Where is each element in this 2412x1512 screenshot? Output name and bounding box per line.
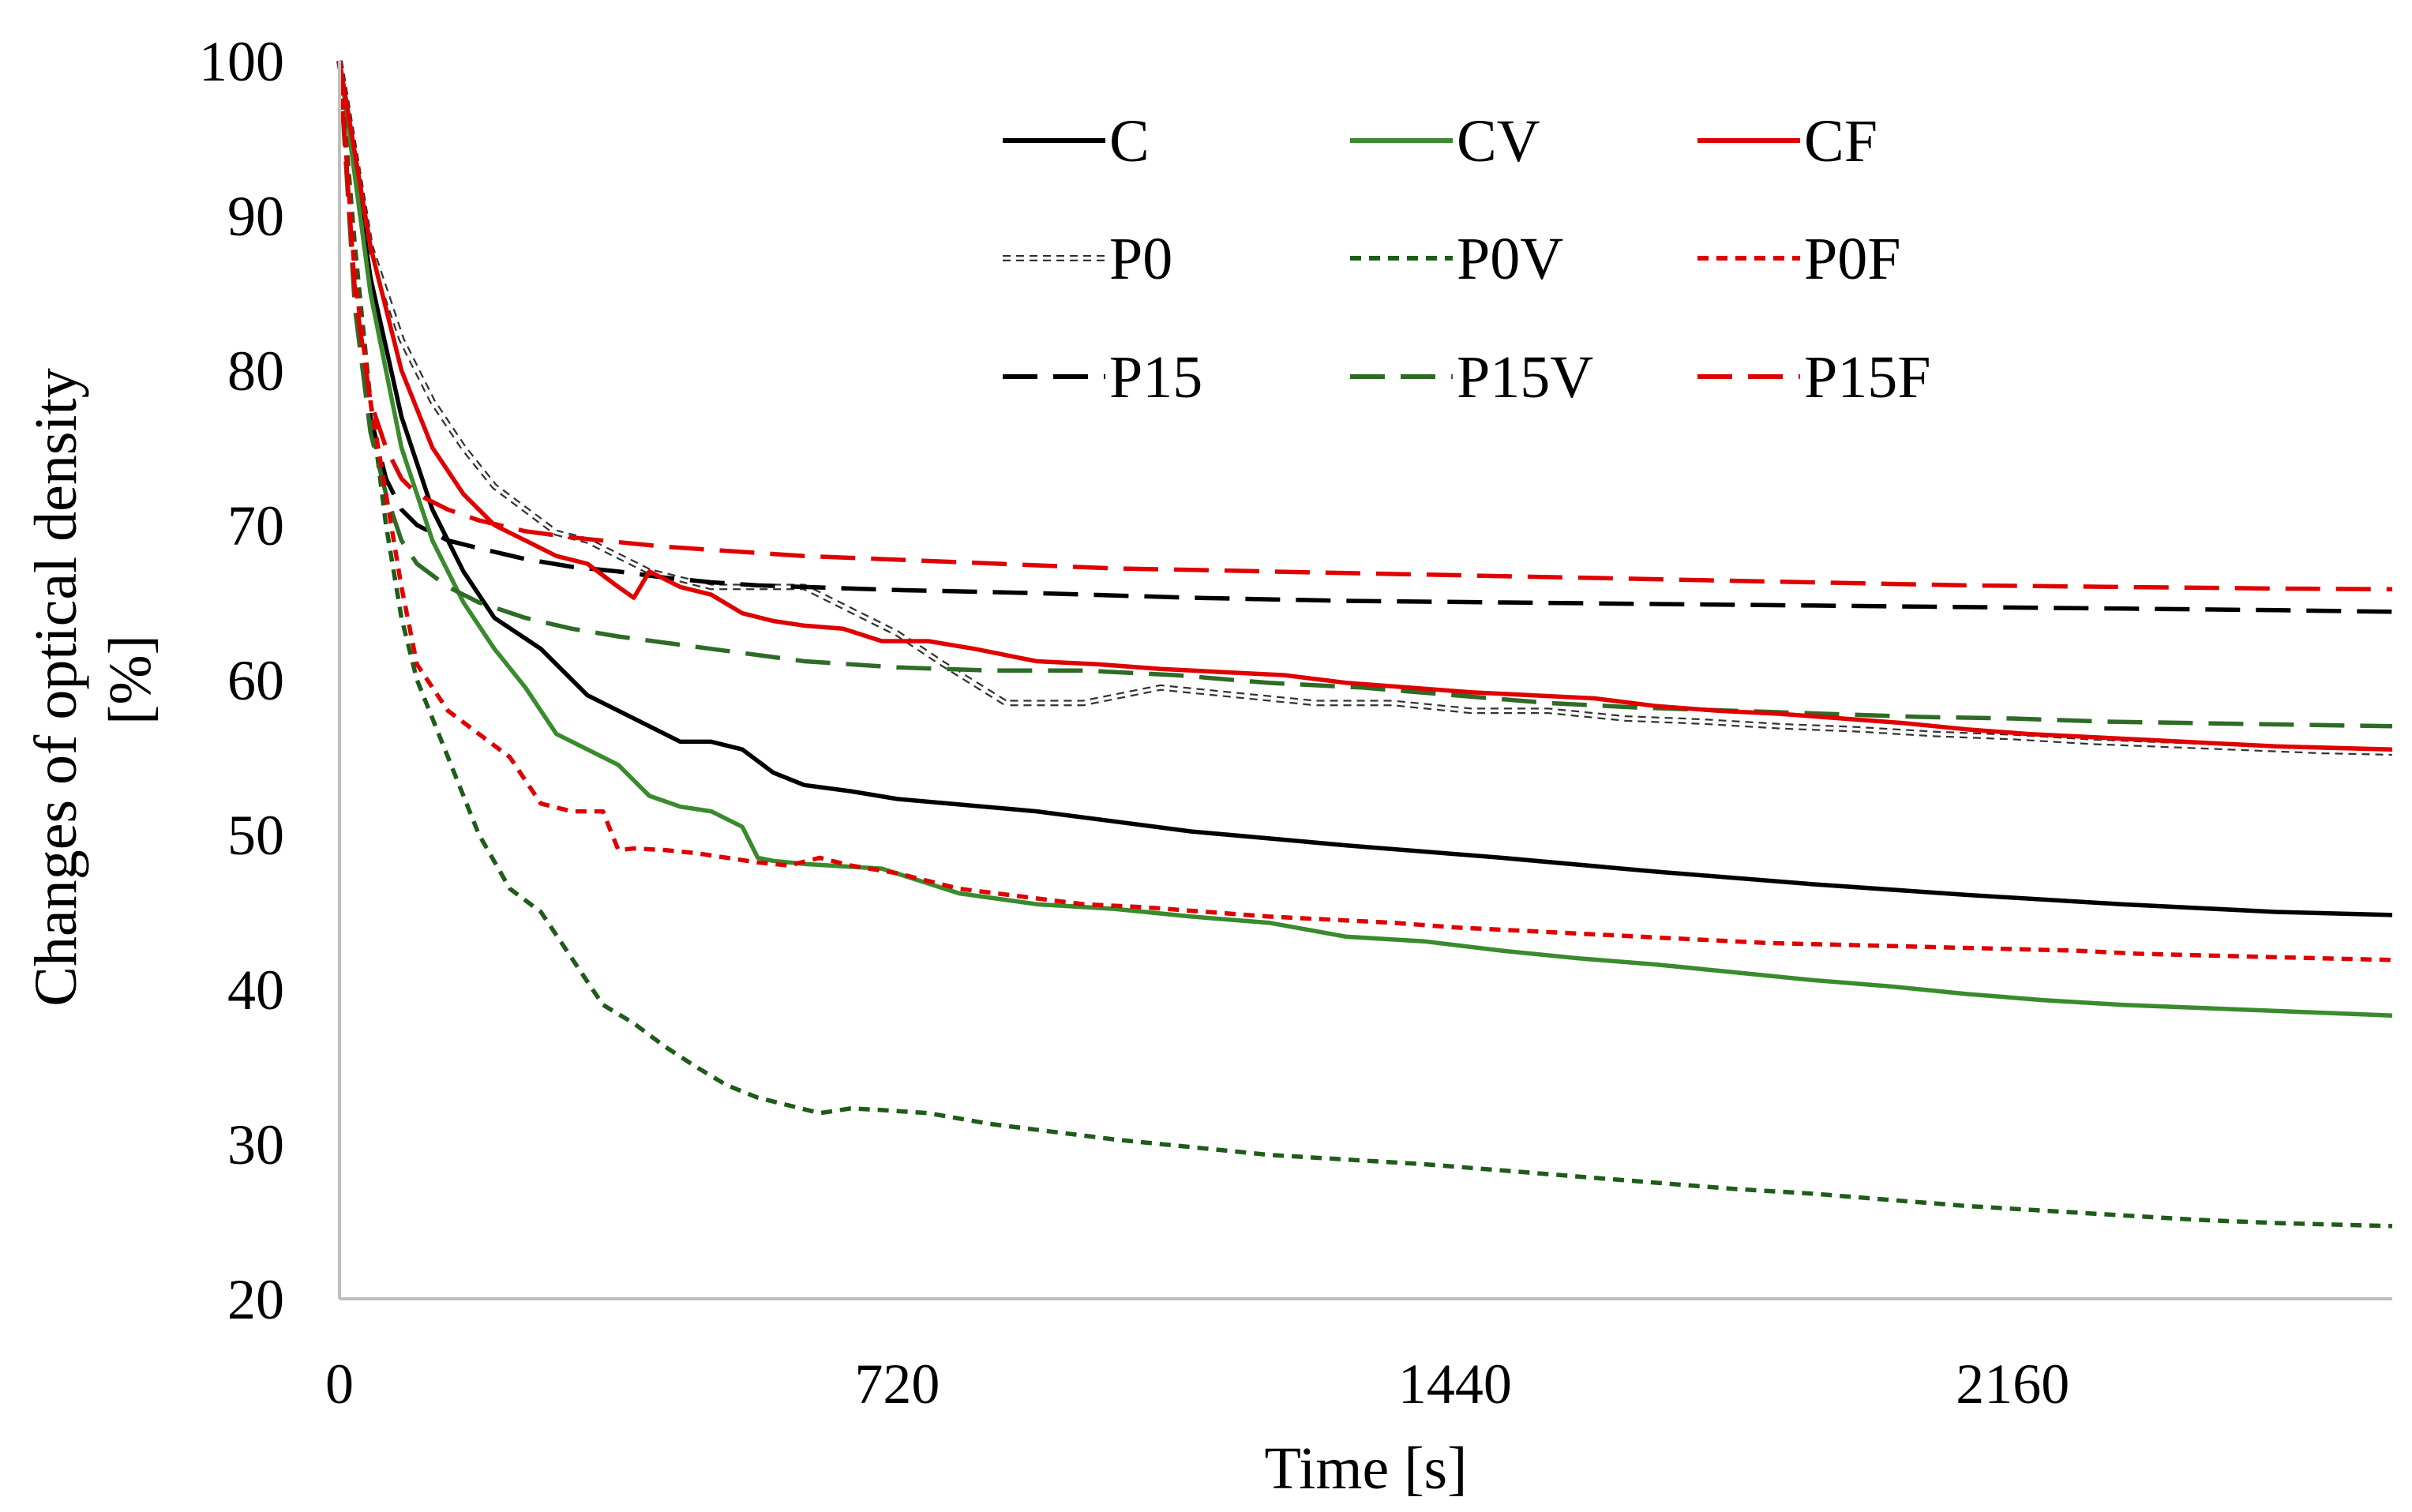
x-axis-title: Time [s] [1265,1435,1468,1502]
y-tick-labels: 20 30 40 50 60 70 80 90 100 [199,30,284,1331]
series-line-p0f [337,60,2393,962]
y-tick-label: 40 [227,959,284,1022]
series-line-c [337,60,2393,917]
legend-item-p0: P0 [1003,226,1172,292]
y-axis-title-line-2: [%] [97,635,163,725]
x-tick-label: 2160 [1956,1353,2069,1416]
legend-item-p0v: P0V [1350,226,1563,292]
legend-label-p0: P0 [1109,226,1172,292]
series-line-p0 [336,60,2393,756]
series-line-cf [337,60,2393,752]
y-axis-title: Changes of optical density [%] [23,353,163,1006]
legend-item-p0f: P0F [1697,226,1901,292]
legend: C P0 P15 CV P0V P15V CF P0F P15F [1003,108,1931,411]
y-axis-title-line-1: Changes of optical density [23,368,89,1006]
series-line-p15 [337,60,2393,614]
x-tick-labels: 0 720 1440 2160 [325,1353,2069,1416]
legend-label-p0v: P0V [1457,226,1563,292]
y-tick-label: 80 [227,340,284,403]
y-tick-label: 20 [227,1268,284,1331]
legend-item-p15f: P15F [1697,344,1931,411]
legend-label-p15f: P15F [1804,344,1931,411]
x-tick-label: 0 [325,1353,354,1416]
legend-item-p15: P15 [1003,344,1202,411]
legend-item-cf: CF [1697,108,1877,174]
y-tick-label: 30 [227,1113,284,1176]
axes [338,61,2392,1300]
legend-label-cf: CF [1804,108,1877,174]
series-line-cv [337,60,2393,1019]
y-tick-label: 50 [227,804,284,867]
legend-item-c: C [1003,108,1150,174]
legend-label-cv: CV [1457,108,1540,174]
y-tick-label: 70 [227,494,284,557]
series-line-p0v [337,60,2393,1229]
legend-label-p0f: P0F [1804,226,1901,292]
series-line-p15v [337,60,2393,729]
legend-label-c: C [1109,108,1150,174]
series-lines [336,60,2393,1229]
y-tick-label: 90 [227,185,284,248]
legend-item-p15v: P15V [1350,344,1593,411]
legend-label-p15: P15 [1109,344,1202,411]
legend-item-cv: CV [1350,108,1540,174]
y-tick-label: 100 [199,30,284,93]
x-tick-label: 720 [854,1353,940,1416]
y-tick-label: 60 [227,649,284,712]
series-line-p15f [337,60,2393,592]
legend-label-p15v: P15V [1457,344,1593,411]
x-tick-label: 1440 [1398,1353,1512,1416]
